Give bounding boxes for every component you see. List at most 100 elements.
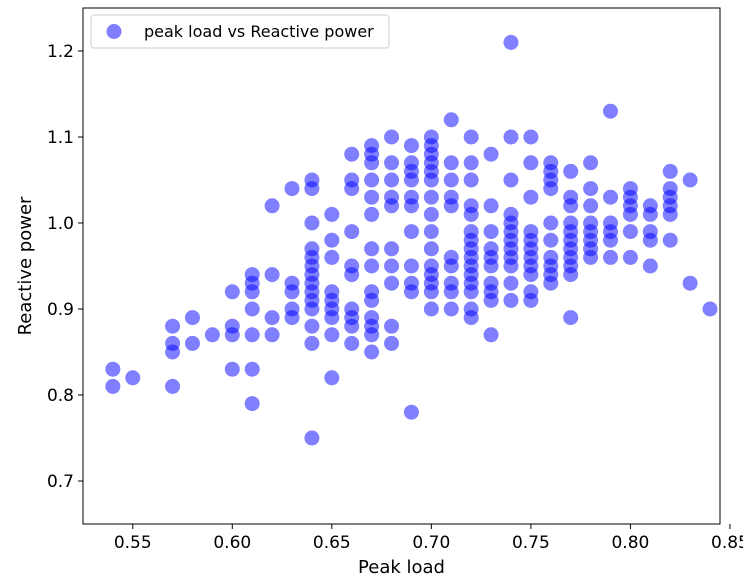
data-point xyxy=(503,172,519,188)
data-point xyxy=(384,275,400,291)
data-point xyxy=(264,310,280,326)
legend-box xyxy=(90,14,390,49)
y-tick-label: 0.9 xyxy=(47,300,74,320)
data-point xyxy=(423,301,439,317)
data-point xyxy=(304,318,320,334)
data-point xyxy=(384,198,400,214)
x-tick-label: 0.55 xyxy=(114,533,152,553)
data-point xyxy=(324,249,340,265)
legend-marker xyxy=(106,24,122,39)
data-point xyxy=(503,258,519,274)
x-tick-label: 0.60 xyxy=(213,533,251,553)
data-point xyxy=(523,155,539,171)
data-point xyxy=(503,129,519,145)
data-point xyxy=(443,155,459,171)
data-point xyxy=(483,258,499,274)
data-point xyxy=(244,327,260,343)
data-point xyxy=(543,232,559,248)
data-point xyxy=(523,129,539,145)
data-point xyxy=(244,361,260,377)
data-point xyxy=(503,34,519,50)
data-point xyxy=(403,258,419,274)
x-tick-label: 0.80 xyxy=(611,533,649,553)
data-point xyxy=(384,318,400,334)
data-point xyxy=(364,172,380,188)
data-point xyxy=(483,224,499,240)
y-tick-label: 0.8 xyxy=(47,386,74,406)
data-point xyxy=(264,198,280,214)
x-tick-label: 0.85 xyxy=(711,533,743,553)
data-point xyxy=(384,129,400,145)
data-point xyxy=(224,284,240,300)
plot-frame xyxy=(82,7,721,525)
data-point xyxy=(125,370,141,386)
data-point xyxy=(364,344,380,360)
data-point xyxy=(583,198,599,214)
data-point xyxy=(503,275,519,291)
data-point xyxy=(344,318,360,334)
data-point xyxy=(642,206,658,222)
y-tick-label: 1.0 xyxy=(47,214,74,234)
data-point xyxy=(463,206,479,222)
data-point xyxy=(324,232,340,248)
data-point xyxy=(662,163,678,179)
data-point xyxy=(463,284,479,300)
data-point xyxy=(304,301,320,317)
data-point xyxy=(244,284,260,300)
data-point xyxy=(384,172,400,188)
data-point xyxy=(583,181,599,197)
data-point xyxy=(344,224,360,240)
data-point xyxy=(364,327,380,343)
data-point xyxy=(204,327,220,343)
y-tick-label: 0.7 xyxy=(47,472,74,492)
data-point xyxy=(324,206,340,222)
data-point xyxy=(224,361,240,377)
data-point xyxy=(324,310,340,326)
y-axis-label: Reactive power xyxy=(15,196,36,335)
data-point xyxy=(503,292,519,308)
data-point xyxy=(384,335,400,351)
data-point xyxy=(483,292,499,308)
data-point xyxy=(384,258,400,274)
data-point xyxy=(384,241,400,257)
data-point xyxy=(284,284,300,300)
data-point xyxy=(682,275,698,291)
data-point xyxy=(563,310,579,326)
data-point xyxy=(543,275,559,291)
data-point xyxy=(284,310,300,326)
x-tick-label: 0.70 xyxy=(412,533,450,553)
y-axis: 0.7 0.8 0.9 1.0 1.1 1.2 xyxy=(47,42,83,492)
data-point xyxy=(264,327,280,343)
data-point xyxy=(384,155,400,171)
data-point xyxy=(622,249,638,265)
data-point xyxy=(304,430,320,446)
x-axis: 0.55 0.60 0.65 0.70 0.75 0.80 0.85 xyxy=(114,524,743,553)
data-point xyxy=(364,241,380,257)
data-point xyxy=(184,335,200,351)
data-point xyxy=(603,103,619,119)
data-point xyxy=(642,232,658,248)
data-point xyxy=(603,189,619,205)
data-point xyxy=(403,138,419,154)
scatter-points xyxy=(105,34,718,446)
data-point xyxy=(344,267,360,283)
legend-label: peak load vs Reactive power xyxy=(144,22,374,41)
data-point xyxy=(105,378,121,394)
data-point xyxy=(165,378,181,394)
data-point xyxy=(364,155,380,171)
data-point xyxy=(403,224,419,240)
data-point xyxy=(364,258,380,274)
data-point xyxy=(364,292,380,308)
data-point xyxy=(463,129,479,145)
data-point xyxy=(403,284,419,300)
data-point xyxy=(324,370,340,386)
data-point xyxy=(423,224,439,240)
data-point xyxy=(443,284,459,300)
data-point xyxy=(583,155,599,171)
data-point xyxy=(344,335,360,351)
data-point xyxy=(423,241,439,257)
data-point xyxy=(523,292,539,308)
x-axis-label: Peak load xyxy=(358,557,445,578)
data-point xyxy=(682,172,698,188)
